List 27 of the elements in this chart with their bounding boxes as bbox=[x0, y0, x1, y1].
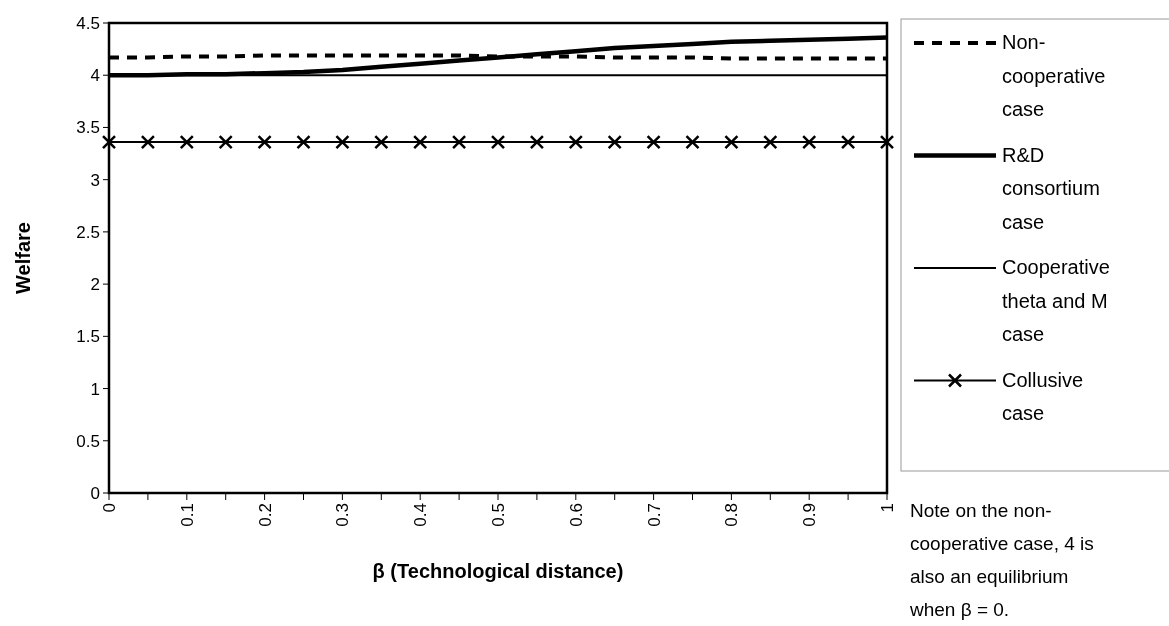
x-tick-label: 1 bbox=[877, 503, 897, 513]
x-tick-label: 0.9 bbox=[800, 503, 820, 527]
y-tick-label: 2.5 bbox=[76, 222, 100, 242]
legend-label: Non-cooperative case bbox=[1002, 31, 1106, 120]
legend-label: Collusive case bbox=[1002, 368, 1084, 424]
y-tick-label: 1.5 bbox=[76, 327, 100, 347]
y-tick-label: 2 bbox=[90, 275, 100, 295]
y-tick-label: 3 bbox=[90, 170, 100, 190]
y-tick-label: 4 bbox=[90, 66, 100, 86]
x-tick-label: 0.2 bbox=[255, 503, 275, 527]
x-tick-label: 0.5 bbox=[488, 503, 508, 527]
x-tick-label: 0.1 bbox=[177, 503, 197, 527]
x-tick-label: 0.7 bbox=[644, 503, 664, 527]
x-axis-title: β (Technological distance) bbox=[372, 560, 624, 582]
y-tick-label: 4.5 bbox=[76, 13, 100, 33]
legend-label: Cooperative theta and M case bbox=[1002, 256, 1110, 345]
legend-label: R&D consortium case bbox=[1002, 143, 1100, 233]
y-tick-label: 3.5 bbox=[76, 118, 100, 138]
text: Note on the non-cooperative case, 4 is also an equilibrium when β = 0. bbox=[909, 499, 1094, 620]
y-axis-title: Welfare bbox=[12, 222, 34, 294]
x-tick-label: 0.3 bbox=[333, 503, 353, 527]
x-tick-label: 0 bbox=[99, 503, 119, 513]
x-tick-label: 0.6 bbox=[566, 503, 586, 527]
x-tick-label: 0.4 bbox=[411, 503, 431, 527]
y-tick-label: 0.5 bbox=[76, 431, 100, 451]
x-tick-label: 0.8 bbox=[722, 503, 742, 527]
y-tick-label: 1 bbox=[90, 379, 100, 399]
